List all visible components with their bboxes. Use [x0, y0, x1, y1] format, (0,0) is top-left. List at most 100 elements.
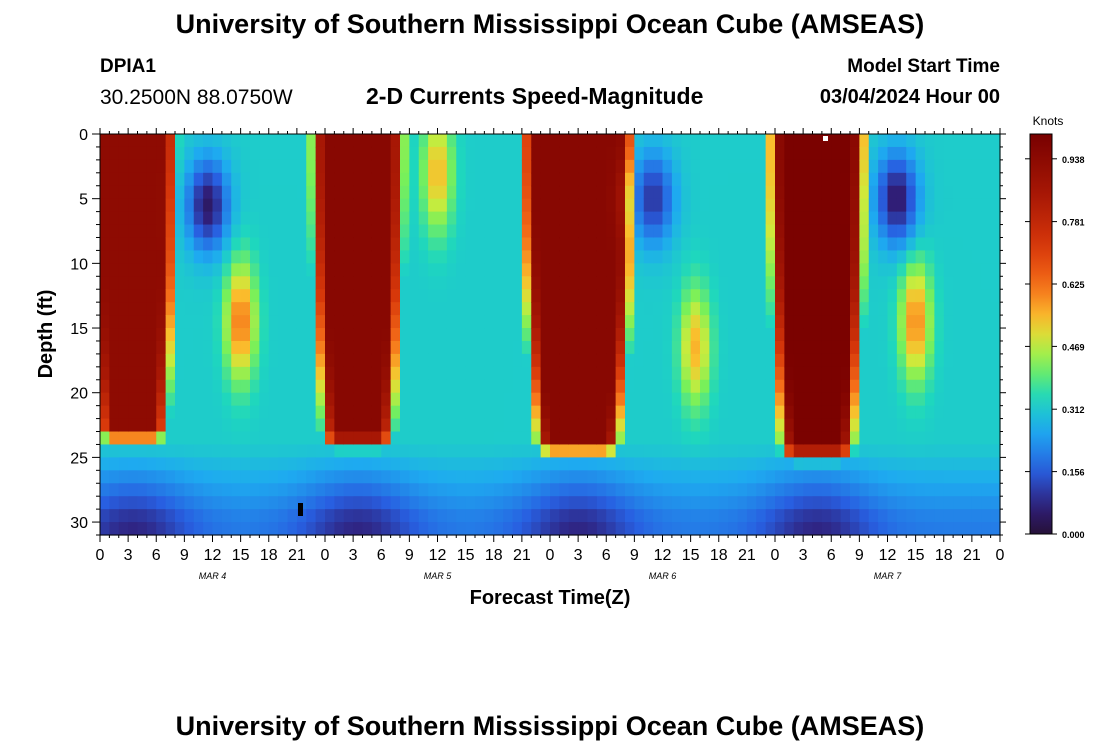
heatmap-cell: [231, 392, 242, 407]
heatmap-cell: [146, 146, 157, 161]
heatmap-cell: [643, 444, 654, 458]
heatmap-cell: [221, 159, 232, 174]
heatmap-cell: [990, 263, 1001, 277]
heatmap-cell: [784, 496, 795, 510]
heatmap-cell: [793, 496, 804, 510]
heatmap-cell: [193, 522, 204, 536]
heatmap-cell: [371, 496, 382, 510]
heatmap-cell: [437, 237, 448, 252]
heatmap-cell: [812, 263, 823, 277]
heatmap-cell: [643, 146, 654, 161]
heatmap-cell: [775, 470, 785, 484]
heatmap-cell: [531, 470, 542, 484]
heatmap-cell: [896, 328, 907, 342]
heatmap-cell: [456, 379, 467, 394]
heatmap-cell: [475, 185, 485, 200]
heatmap-cell: [371, 340, 382, 355]
heatmap-cell: [990, 250, 1001, 264]
heatmap-cell: [915, 366, 926, 381]
heatmap-cell: [831, 509, 842, 523]
heatmap-cell: [465, 405, 476, 420]
heatmap-cell: [203, 328, 214, 342]
heatmap-cell: [990, 211, 1001, 226]
heatmap-cell: [465, 470, 476, 484]
heatmap-cell: [193, 289, 204, 303]
heatmap-cell: [868, 457, 879, 471]
heatmap-cell: [887, 379, 898, 394]
heatmap-cell: [775, 483, 785, 497]
heatmap-cell: [137, 496, 148, 510]
heatmap-cell: [493, 509, 504, 523]
heatmap-cell: [643, 263, 654, 277]
heatmap-cell: [512, 302, 523, 316]
heatmap-cell: [306, 159, 317, 174]
heatmap-cell: [475, 509, 485, 523]
heatmap-cell: [343, 276, 354, 290]
heatmap-cell: [521, 302, 532, 316]
heatmap-cell: [887, 146, 898, 161]
heatmap-cell: [437, 496, 448, 510]
heatmap-cell: [728, 172, 739, 187]
heatmap-cell: [896, 340, 907, 355]
heatmap-cell: [371, 250, 382, 264]
heatmap-cell: [690, 418, 701, 433]
heatmap-cell: [175, 431, 185, 446]
heatmap-cell: [259, 483, 270, 497]
heatmap-cell: [728, 457, 739, 471]
heatmap-cell: [531, 211, 542, 226]
heatmap-cell: [343, 328, 354, 342]
heatmap-cell: [821, 250, 832, 264]
heatmap-cell: [334, 470, 345, 484]
heatmap-cell: [943, 198, 954, 213]
heatmap-cell: [456, 224, 467, 239]
heatmap-cell: [709, 302, 720, 316]
heatmap-cell: [193, 496, 204, 510]
heatmap-cell: [503, 198, 514, 213]
heatmap-cell: [146, 353, 157, 368]
heatmap-cell: [296, 496, 307, 510]
heatmap-cell: [362, 509, 373, 523]
heatmap-cell: [465, 172, 476, 187]
heatmap-cell: [728, 302, 739, 316]
heatmap-cell: [221, 353, 232, 368]
heatmap-cell: [831, 263, 842, 277]
heatmap-cell: [334, 483, 345, 497]
heatmap-cell: [175, 470, 185, 484]
heatmap-cell: [381, 483, 392, 497]
heatmap-cell: [540, 159, 551, 174]
heatmap-cell: [156, 392, 167, 407]
heatmap-cell: [896, 237, 907, 252]
heatmap-cell: [212, 328, 223, 342]
heatmap-cell: [109, 159, 120, 174]
heatmap-cell: [587, 276, 598, 290]
heatmap-cell: [990, 366, 1001, 381]
heatmap-cell: [606, 353, 617, 368]
heatmap-cell: [437, 431, 448, 446]
x-tick-label: 18: [710, 547, 728, 564]
heatmap-cell: [493, 522, 504, 536]
heatmap-cell: [615, 185, 626, 200]
heatmap-cell: [615, 444, 626, 458]
heatmap-cell: [390, 159, 401, 174]
heatmap-cell: [465, 159, 476, 174]
heatmap-cell: [915, 315, 926, 329]
heatmap-cell: [803, 353, 814, 368]
heatmap-cell: [512, 263, 523, 277]
heatmap-cell: [334, 263, 345, 277]
heatmap-cell: [193, 340, 204, 355]
heatmap-cell: [925, 146, 935, 161]
x-tick-label: 6: [152, 547, 161, 564]
heatmap-cell: [400, 418, 410, 433]
heatmap-cell: [343, 366, 354, 381]
heatmap-cell: [503, 366, 514, 381]
heatmap-cell: [456, 159, 467, 174]
heatmap-cell: [812, 353, 823, 368]
heatmap-cell: [231, 289, 242, 303]
heatmap-cell: [315, 198, 326, 213]
heatmap-cell: [287, 211, 298, 226]
heatmap-cell: [203, 159, 214, 174]
heatmap-cell: [878, 418, 889, 433]
heatmap-cell: [531, 340, 542, 355]
heatmap-cell: [296, 328, 307, 342]
heatmap-cell: [325, 263, 335, 277]
